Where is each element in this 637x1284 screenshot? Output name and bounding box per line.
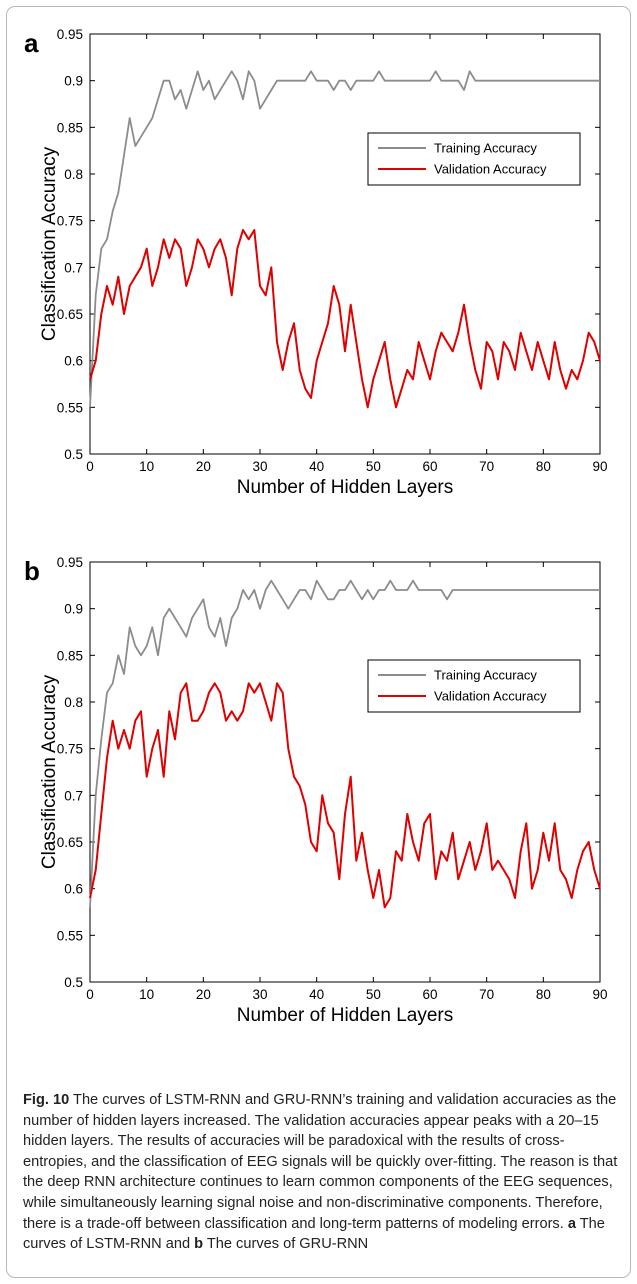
caption-text-b: The curves of GRU-RNN [203, 1236, 369, 1253]
legend-box [367, 659, 581, 713]
y-tick-label: 0.65 [57, 835, 83, 850]
x-tick-label: 80 [536, 459, 551, 474]
legend-entry: Validation Accuracy [434, 689, 547, 704]
caption-label-a: a [567, 1215, 576, 1232]
y-tick-label: 0.55 [57, 928, 83, 943]
legend-entry: Training Accuracy [434, 668, 537, 683]
x-tick-label: 40 [309, 987, 324, 1002]
figure-frame [6, 6, 631, 1278]
series-line-validation [89, 682, 601, 909]
y-tick-label: 0.6 [64, 882, 83, 897]
series-line-validation [89, 229, 601, 409]
x-tick-label: 20 [196, 459, 211, 474]
panel-label: b [24, 556, 40, 586]
x-tick-label: 70 [479, 459, 494, 474]
y-tick-label: 0.85 [57, 648, 83, 663]
series-line-training [89, 70, 600, 408]
x-tick-label: 90 [592, 459, 607, 474]
y-tick-label: 0.8 [64, 695, 83, 710]
y-tick-label: 0.95 [57, 27, 83, 42]
y-tick-label: 0.65 [57, 307, 83, 322]
y-axis-label: Classification Accuracy [39, 674, 60, 869]
y-tick-label: 0.95 [57, 555, 83, 570]
figure-caption: Fig. 10 The curves of LSTM-RNN and GRU-R… [23, 1090, 619, 1255]
y-tick-label: 0.9 [64, 602, 83, 617]
chart-panel-a: a 0 10 20 30 40 50 60 70 80 90 0.5 0.55 0.6 0.65 0.7 0.7… [24, 27, 608, 498]
y-tick-label: 0.8 [64, 167, 83, 182]
y-tick-label: 0.5 [64, 447, 83, 462]
caption-fig-label: Fig. 10 [23, 1092, 70, 1108]
y-tick-label: 0.6 [64, 354, 83, 369]
x-tick-label: 50 [366, 987, 381, 1002]
plot-area-frame [89, 561, 601, 983]
y-tick-label: 0.75 [57, 742, 83, 757]
y-tick-label: 0.55 [57, 400, 83, 415]
caption-text-a: The curves of LSTM-RNN and [23, 1215, 605, 1253]
caption-label-b: b [194, 1236, 204, 1253]
x-tick-label: 50 [366, 459, 381, 474]
panel-label: a [24, 28, 39, 58]
x-axis-label: Number of Hidden Layers [237, 1005, 454, 1026]
caption-text: The curves of LSTM-RNN and GRU-RNN’s tra… [23, 1092, 618, 1232]
y-tick-label: 0.9 [64, 74, 83, 89]
x-tick-label: 40 [309, 459, 324, 474]
y-tick-label: 0.5 [64, 975, 83, 990]
legend-entry: Validation Accuracy [434, 162, 547, 177]
x-axis-label: Number of Hidden Layers [237, 477, 454, 498]
plot-area-frame [89, 33, 601, 455]
x-tick-label: 0 [86, 459, 94, 474]
legend: Training Accuracy Validation Accuracy [367, 132, 581, 186]
series-line-training [89, 579, 600, 908]
x-tick-label: 10 [139, 459, 154, 474]
x-tick-label: 80 [536, 987, 551, 1002]
x-tick-label: 30 [252, 987, 267, 1002]
y-tick-label: 0.85 [57, 120, 83, 135]
x-tick-label: 90 [592, 987, 607, 1002]
y-tick-label: 0.75 [57, 214, 83, 229]
x-tick-label: 0 [86, 987, 94, 1002]
y-tick-label: 0.7 [64, 260, 83, 275]
chart-panel-b: b 0 10 20 30 40 50 60 70 80 90 0.5 0.55 0.6 0.65 0.7 0.7… [24, 555, 608, 1026]
y-tick-label: 0.7 [64, 788, 83, 803]
legend-box [367, 132, 581, 186]
x-tick-label: 20 [196, 987, 211, 1002]
x-tick-label: 70 [479, 987, 494, 1002]
legend: Training Accuracy Validation Accuracy [367, 659, 581, 713]
x-tick-label: 60 [422, 987, 437, 1002]
x-tick-label: 10 [139, 987, 154, 1002]
x-tick-label: 30 [252, 459, 267, 474]
y-axis-label: Classification Accuracy [39, 146, 60, 341]
legend-entry: Training Accuracy [434, 141, 537, 156]
x-tick-label: 60 [422, 459, 437, 474]
